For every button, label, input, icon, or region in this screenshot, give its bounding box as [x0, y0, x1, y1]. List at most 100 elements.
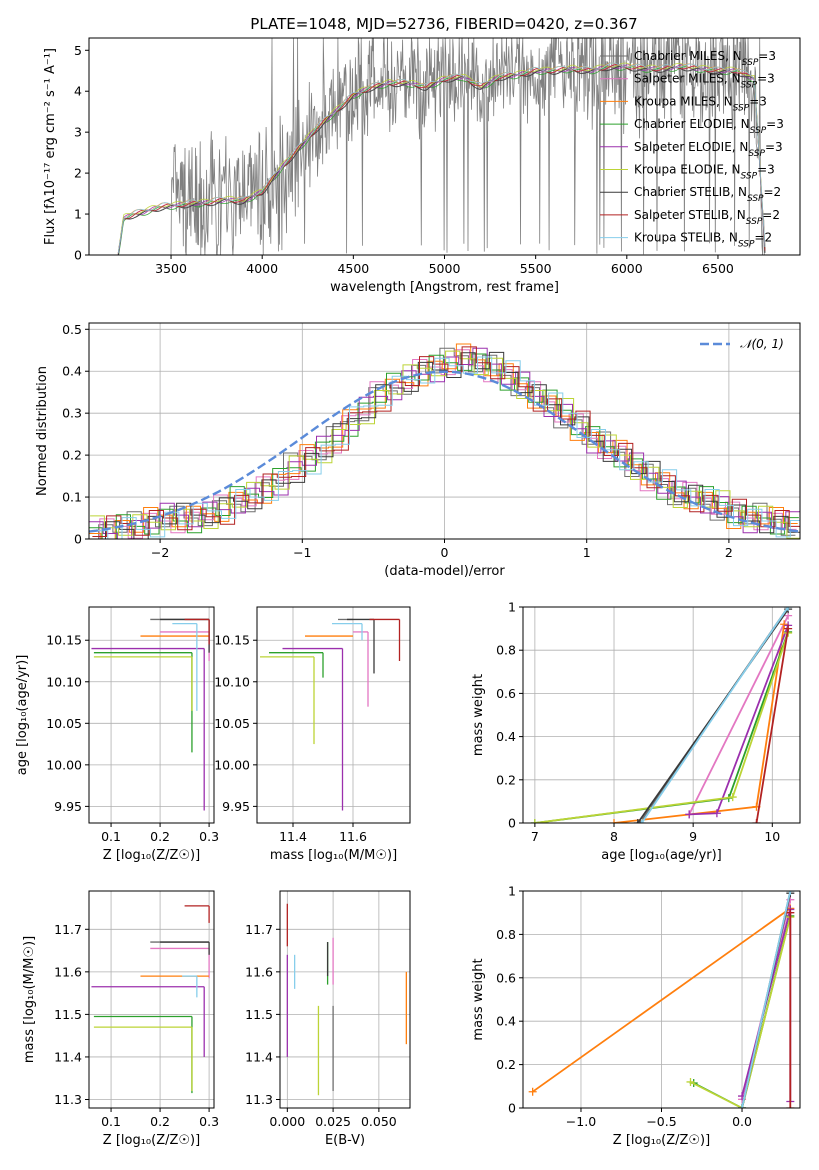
y-tick-label: 0.4	[496, 1014, 516, 1029]
x-axis-label: (data-model)/error	[384, 564, 505, 579]
errorbar-chabrier-elodie	[269, 652, 324, 678]
weight-line	[755, 628, 789, 823]
legend-label: Kroupa STELIB, NSSP=2	[634, 231, 772, 250]
x-tick-label: 0.2	[150, 829, 170, 844]
x-tick-label: 0.3	[199, 1114, 219, 1129]
y-tick-label: 0.4	[496, 729, 516, 744]
y-tick-label: 11.3	[245, 1092, 273, 1107]
weight-marker	[637, 819, 646, 823]
errorbar-kroupa-elodie	[93, 1026, 193, 1091]
errorbar-kroupa-stelib	[182, 975, 198, 998]
mass-vs-EBV-grid	[280, 891, 410, 1108]
y-tick-label: 0	[74, 532, 82, 547]
x-tick-label: 7	[531, 829, 539, 844]
weight-marker	[728, 793, 737, 802]
y-tick-label: 11.5	[245, 1007, 273, 1022]
plot-frame	[88, 37, 801, 256]
mass-vs-Z-grid	[89, 891, 214, 1108]
errorbar-kroupa-stelib	[332, 622, 363, 641]
weight-marker	[528, 1087, 537, 1096]
weight-vs-Z-plot-area	[528, 891, 795, 1108]
mass-vs-Z-axes: 0.1 0.2 0.3 11.3 11.4 11.5 11.6 11.7 Z [log₁₀(Z/…	[22, 890, 219, 1148]
model-chabrier-elodie	[117, 66, 766, 255]
y-tick-label: 11.5	[54, 1007, 82, 1022]
plot-frame	[256, 606, 411, 824]
histogram-kroupa-miles	[89, 343, 798, 539]
x-tick-label: 0.000	[269, 1114, 305, 1129]
x-tick-label: 0.1	[101, 829, 121, 844]
spectrum-legend: Chabrier MILES, NSSP=3 Salpeter MILES, NS…	[600, 49, 784, 250]
y-tick-label: 11.6	[54, 964, 82, 979]
y-tick-label: 11.3	[54, 1092, 82, 1107]
weight-line-salpeter-stelib	[752, 624, 793, 823]
x-axis-label: mass [log₁₀(M/M☉)]	[270, 848, 397, 863]
y-tick-label: 0	[508, 1101, 516, 1116]
y-tick-label: 10.00	[46, 757, 82, 772]
plot-frame	[522, 890, 801, 1109]
weight-vs-Z-axes: −1.0 −0.5 0.0 0 0.2 0.4 0.6 0.8 1 Z [log₁₀(Z/Z☉)]…	[471, 884, 801, 1148]
plot-frame	[279, 890, 411, 1109]
histogram-salpeter-stelib	[92, 346, 800, 537]
y-tick-label: 10.05	[46, 716, 82, 731]
y-tick-label: 0.6	[496, 686, 516, 701]
y-tick-label: 11.6	[245, 964, 273, 979]
y-tick-label: 11.4	[245, 1049, 273, 1064]
errorbar-salpeter-miles	[150, 947, 210, 979]
y-tick-label: 0.3	[62, 406, 82, 421]
errorbar-salpeter-miles	[353, 631, 369, 707]
y-tick-label: 11.7	[54, 922, 82, 937]
weight-line	[688, 615, 789, 815]
y-tick-label: 3	[74, 125, 82, 140]
x-tick-label: 5500	[520, 261, 552, 276]
y-tick-label: 9.95	[222, 799, 250, 814]
mass-vs-Z-plot-area	[91, 905, 210, 1094]
x-tick-label: 1	[583, 545, 591, 560]
weight-marker	[780, 620, 789, 629]
weight-marker	[685, 810, 694, 819]
y-tick-label: 0.1	[62, 490, 82, 505]
mass-vs-EBV-plot-area	[286, 903, 407, 1096]
y-tick-label: 4	[74, 84, 82, 99]
x-tick-label: 9	[689, 829, 697, 844]
x-tick-label: 0.050	[361, 1114, 397, 1129]
x-axis-label: E(B-V)	[325, 1133, 365, 1148]
legend-label: Kroupa ELODIE, NSSP=3	[634, 163, 775, 182]
x-tick-label: −0.5	[646, 1114, 676, 1129]
errorbar-chabrier-stelib	[160, 941, 210, 955]
weight-marker	[786, 891, 795, 895]
weight-line	[690, 916, 792, 1108]
histogram-chabrier-elodie	[89, 353, 799, 539]
errorbar-salpeter-stelib	[369, 618, 401, 661]
x-axis-label: Z [log₁₀(Z/Z☉)]	[103, 848, 200, 863]
model-salpeter-miles	[117, 64, 766, 254]
x-tick-label: 11.4	[279, 829, 307, 844]
age-vs-Z-axes: 0.1 0.2 0.3 9.95 10.00 10.05 10.10 10.15 Z [log₁…	[15, 606, 219, 863]
x-axis-label: Z [log₁₀(Z/Z☉)]	[613, 1133, 710, 1148]
errorbar-salpeter-elodie	[91, 986, 205, 1057]
age-vs-mass-grid	[257, 607, 410, 823]
y-tick-label: 10.00	[214, 757, 250, 772]
weight-line-salpeter-elodie	[685, 621, 793, 819]
y-tick-label: 10.05	[214, 716, 250, 731]
age-vs-mass-axes: 11.4 11.6 9.95 10.00 10.05 10.10 10.15 mass [lo…	[214, 606, 411, 863]
weight-marker	[610, 819, 619, 823]
model-kroupa-stelib	[117, 62, 766, 254]
errorbar-kroupa-elodie	[260, 656, 315, 745]
y-axis-label: mass weight	[471, 958, 486, 1040]
x-tick-label: 10	[764, 829, 780, 844]
y-tick-label: 11.7	[245, 922, 273, 937]
legend-label: Salpeter STELIB, NSSP=2	[634, 208, 780, 227]
x-tick-label: −1	[293, 545, 311, 560]
residuals-axes: −2 −1 0 1 2 0 0.1 0.2 0.3 0.4 0.5 (data-model)/erro…	[35, 322, 801, 579]
y-tick-label: 0.2	[496, 772, 516, 787]
legend-label: Chabrier ELODIE, NSSP=3	[634, 117, 784, 136]
x-tick-label: 4000	[246, 261, 278, 276]
x-tick-label: 0.0	[732, 1114, 752, 1129]
y-tick-label: 0	[74, 248, 82, 263]
x-tick-label: 2	[725, 545, 733, 560]
y-tick-label: 1	[74, 207, 82, 222]
weight-line-kroupa-stelib	[738, 891, 795, 1108]
y-axis-label: Normed distribution	[35, 366, 50, 496]
x-tick-label: −2	[151, 545, 169, 560]
normal-reference-curve	[89, 370, 800, 533]
